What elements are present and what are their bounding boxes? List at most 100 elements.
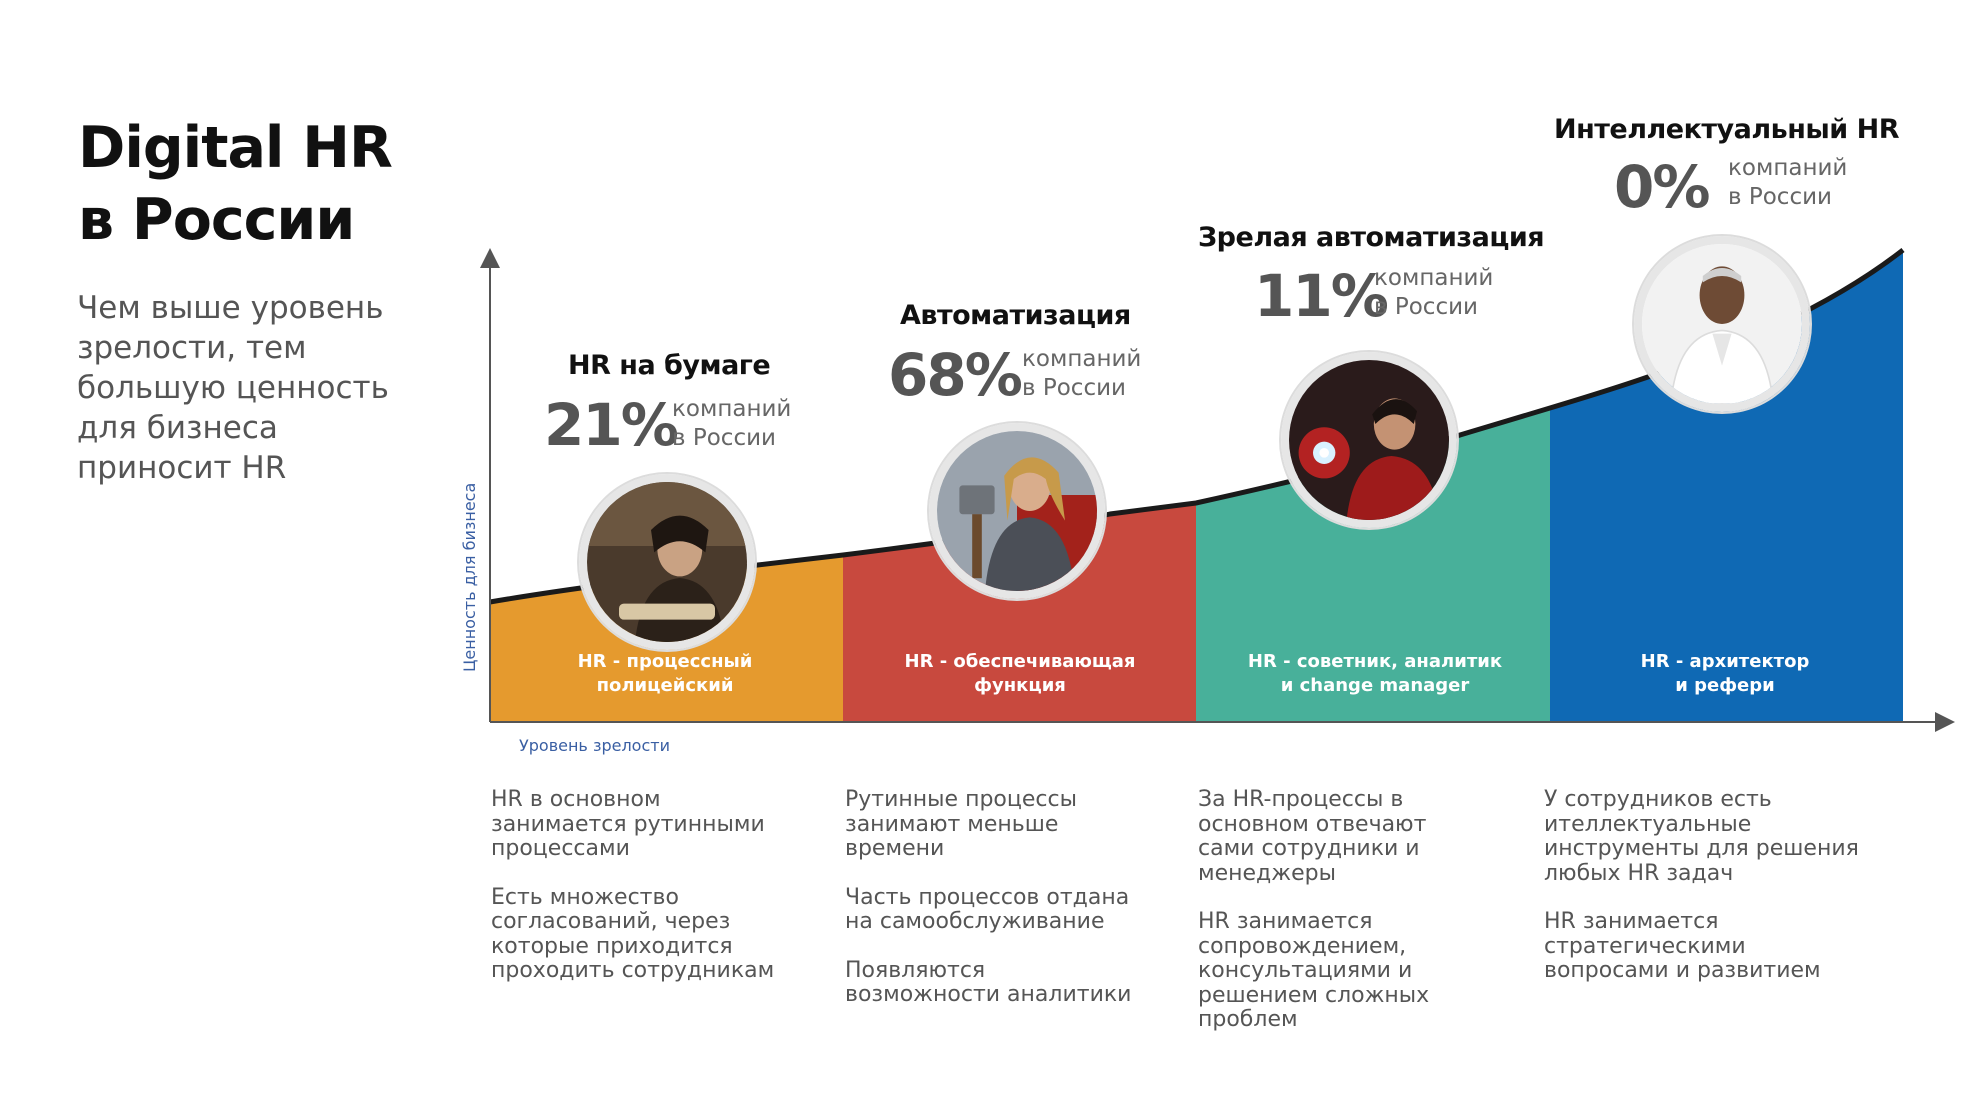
note-line: компаний [1022, 346, 1142, 372]
band-teal [1196, 408, 1550, 722]
band-label-line: HR - процессный [577, 651, 753, 672]
note-line: компаний [1374, 265, 1494, 291]
stage-header-paper: HR на бумаге [568, 350, 771, 381]
description-line: согласований, через [491, 909, 731, 934]
stage-name: Автоматизация [900, 300, 1131, 331]
stage-description-mature: За HR-процессы в основном отвечают сами … [1198, 787, 1498, 1057]
subtitle-line: приносит HR [77, 450, 287, 486]
subtitle-line: Чем выше уровень [77, 290, 384, 326]
band-label-paper: HR - процессный полицейский [540, 650, 790, 698]
description-paragraph: У сотрудников есть ителлектуальные инстр… [1544, 787, 1874, 886]
page-title-line-2: в России [78, 187, 355, 253]
stage-percent: 21% [544, 391, 679, 459]
description-line: HR в основном [491, 787, 661, 812]
description-line: Есть множество [491, 884, 679, 910]
note-line: в России [1728, 184, 1832, 210]
description-line: ителлектуальные [1544, 811, 1752, 837]
band-label-mature: HR - советник, аналитик и change manager [1230, 650, 1520, 698]
band-label-line: функция [974, 675, 1066, 696]
stage-percent-note: компаний в России [672, 395, 791, 453]
description-line: У сотрудников есть [1544, 787, 1772, 812]
band-label-line: полицейский [596, 675, 734, 696]
band-blue [1550, 250, 1903, 722]
description-line: Рутинные процессы [845, 787, 1077, 812]
band-label-intelligent: HR - архитектор и рефери [1600, 650, 1850, 698]
description-paragraph: HR занимается сопровождением, консультац… [1198, 909, 1498, 1033]
description-line: решением сложных [1198, 982, 1430, 1008]
description-paragraph: Часть процессов отдана на самообслуживан… [845, 884, 1145, 935]
stage-percent: 68% [888, 341, 1023, 409]
stage-percent: 0% [1614, 153, 1710, 221]
x-axis-label: Уровень зрелости [519, 736, 670, 755]
man-in-white-icon [1642, 244, 1802, 404]
armored-hero-icon [1289, 360, 1449, 520]
band-label-line: и рефери [1675, 675, 1775, 696]
note-line: компаний [672, 396, 792, 422]
description-paragraph: HR занимается стратегическими вопросами … [1544, 909, 1874, 984]
description-line: сопровождением, [1198, 933, 1407, 959]
page-subtitle: Чем выше уровень зрелости, тем большую ц… [77, 288, 437, 488]
stage-header-mature: Зрелая автоматизация [1198, 222, 1545, 253]
band-red [843, 503, 1196, 722]
page-title-line-1: Digital HR [78, 115, 393, 181]
description-paragraph: HR в основном занимается рутинными проце… [491, 787, 791, 862]
subtitle-line: для бизнеса [77, 410, 278, 446]
armored-hero-portrait [1281, 352, 1457, 528]
description-line: проходить сотрудникам [491, 958, 775, 983]
description-line: занимается рутинными [491, 811, 765, 837]
band-label-automation: HR - обеспечивающая функция [880, 650, 1160, 698]
warrior-with-hammer-icon [937, 431, 1097, 591]
description-line: возможности аналитики [845, 982, 1132, 1007]
stage-description-intelligent: У сотрудников есть ителлектуальные инстр… [1544, 787, 1874, 1008]
band-label-line: HR - обеспечивающая [904, 651, 1136, 672]
description-line: HR занимается [1544, 909, 1719, 934]
stage-description-automation: Рутинные процессы занимают меньше времен… [845, 787, 1145, 1032]
description-line: времени [845, 836, 945, 861]
description-paragraph: Рутинные процессы занимают меньше времен… [845, 787, 1145, 862]
man-with-scroll-icon [587, 482, 747, 642]
note-line: компаний [1728, 155, 1848, 181]
description-line: которые приходится [491, 933, 733, 959]
description-line: любых HR задач [1544, 860, 1734, 886]
note-line: в России [672, 425, 776, 451]
y-axis-label: Ценность для бизнеса [460, 482, 479, 672]
description-line: вопросами и развитием [1544, 958, 1821, 983]
stage-percent-note: компаний в России [1728, 154, 1847, 212]
description-paragraph: Есть множество согласований, через котор… [491, 884, 791, 984]
stage-name: HR на бумаге [568, 350, 771, 381]
band-label-line: HR - архитектор [1640, 651, 1810, 672]
man-in-white-portrait [1634, 236, 1810, 412]
description-line: занимают меньше [845, 811, 1059, 837]
note-line: в России [1022, 375, 1126, 401]
stage-description-paper: HR в основном занимается рутинными проце… [491, 787, 791, 1008]
description-line: сами сотрудники и [1198, 836, 1420, 861]
description-line: консультациями и [1198, 958, 1413, 983]
stage-header-automation: Автоматизация [900, 300, 1131, 331]
description-line: Появляются [845, 957, 986, 983]
stage-header-intelligent: Интеллектуальный HR [1554, 114, 1900, 145]
description-paragraph: За HR-процессы в основном отвечают сами … [1198, 787, 1498, 886]
description-line: процессами [491, 836, 630, 861]
warrior-with-hammer-portrait [929, 423, 1105, 599]
subtitle-line: большую ценность [77, 370, 389, 406]
description-line: стратегическими [1544, 933, 1746, 959]
stage-percent: 11% [1254, 262, 1389, 330]
note-line: в России [1374, 294, 1478, 320]
description-line: HR занимается [1198, 909, 1373, 934]
description-line: менеджеры [1198, 860, 1336, 886]
band-label-line: и change manager [1280, 675, 1470, 696]
description-line: инструменты для решения [1544, 836, 1859, 861]
band-label-line: HR - советник, аналитик [1247, 651, 1503, 672]
stage-name: Зрелая автоматизация [1198, 222, 1545, 253]
subtitle-line: зрелости, тем [77, 330, 307, 366]
stage-percent-note: компаний в России [1374, 264, 1493, 322]
description-line: проблем [1198, 1007, 1298, 1032]
description-paragraph: Появляются возможности аналитики [845, 957, 1145, 1008]
description-line: Часть процессов отдана [845, 884, 1130, 910]
man-with-scroll-portrait [579, 474, 755, 650]
description-line: на самообслуживание [845, 909, 1105, 934]
page-title: Digital HR в России [78, 112, 438, 256]
stage-percent-note: компаний в России [1022, 345, 1141, 403]
description-line: основном отвечают [1198, 811, 1427, 837]
